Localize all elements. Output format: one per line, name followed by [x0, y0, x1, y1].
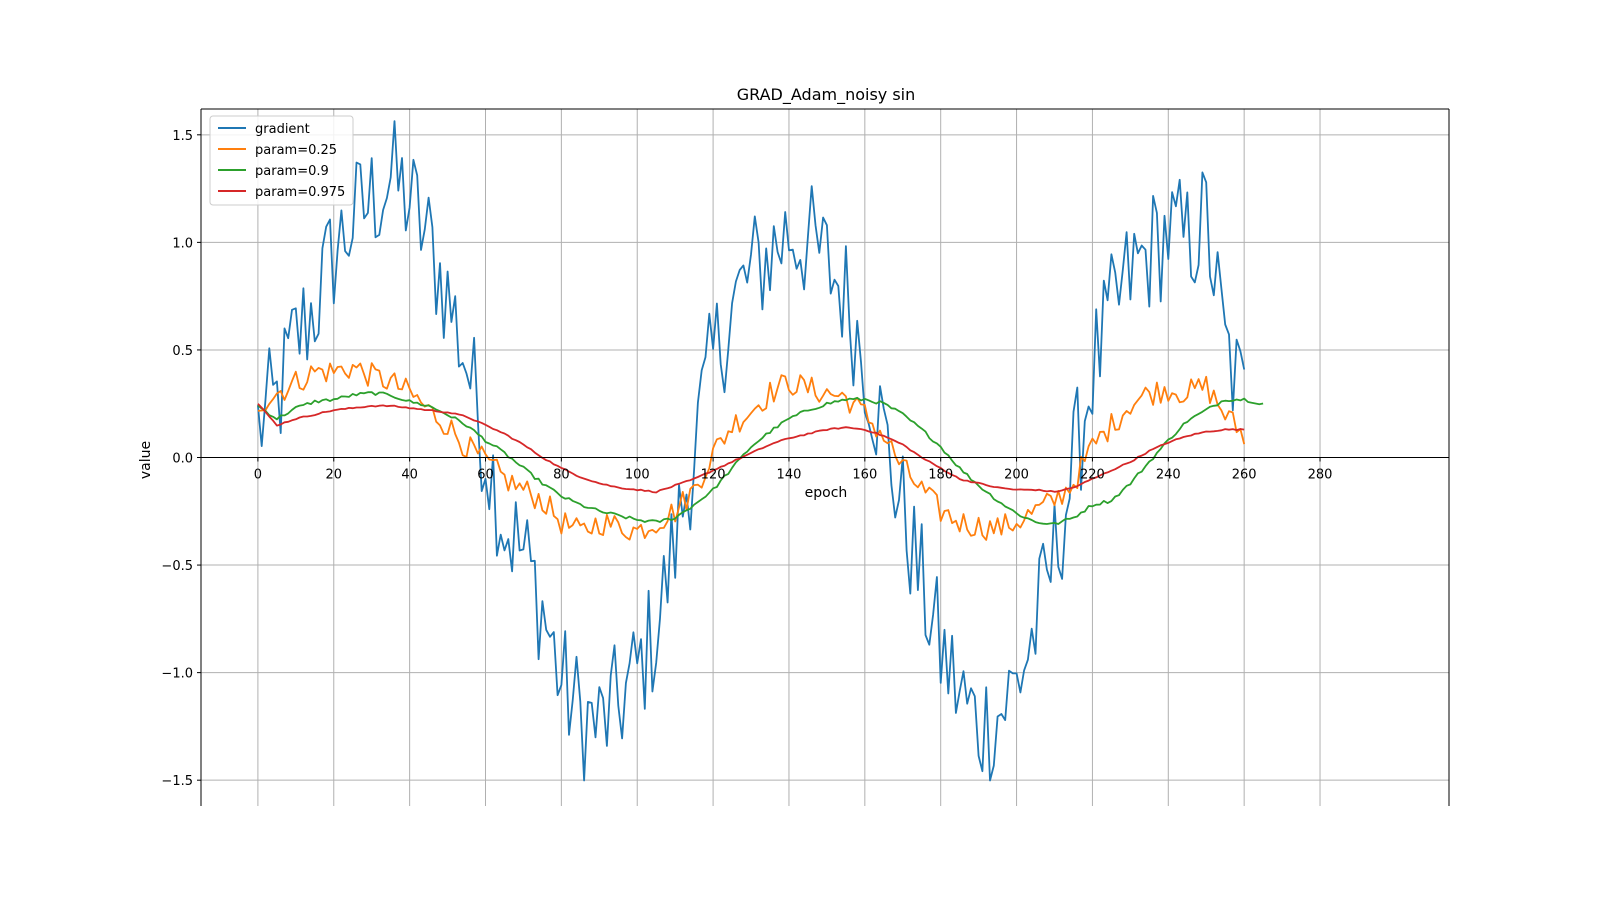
- x-tick-label: 20: [325, 468, 342, 483]
- y-tick-label: −1.0: [161, 667, 193, 682]
- legend-label-gradient: gradient: [255, 122, 310, 137]
- series-line-param-0-975: [257, 403, 1245, 494]
- y-tick-label: −1.5: [161, 774, 193, 789]
- y-tick-label: 0.0: [172, 452, 193, 467]
- y-axis-title: value: [138, 441, 154, 479]
- x-tick-label: 180: [928, 468, 953, 483]
- y-tick-label: 0.5: [172, 344, 193, 359]
- x-axis-title: epoch: [805, 485, 848, 501]
- x-tick-label: 60: [477, 468, 494, 483]
- x-tick-label: 40: [401, 468, 418, 483]
- series-line-param-0-25: [257, 362, 1246, 541]
- legend: gradient param=0.25 param=0.9 param=0.975: [209, 115, 354, 206]
- x-tick-label: 240: [1156, 468, 1181, 483]
- chart-title: GRAD_Adam_noisy sin: [737, 85, 916, 105]
- x-tick-label: 120: [701, 468, 726, 483]
- legend-label-param-0-975: param=0.975: [255, 185, 345, 200]
- x-tick-label: 80: [553, 468, 570, 483]
- x-tick-label: 0: [254, 468, 262, 483]
- x-tick-label: 220: [1080, 468, 1105, 483]
- y-tick-label: 1.0: [172, 236, 193, 251]
- x-tick-label: 140: [777, 468, 802, 483]
- x-tick-label: 160: [852, 468, 877, 483]
- series-line-gradient: [257, 120, 1246, 782]
- x-tick-label: 200: [1004, 468, 1029, 483]
- legend-box: [209, 115, 354, 206]
- series-lines: [257, 120, 1264, 782]
- x-tick-label: 260: [1232, 468, 1257, 483]
- x-tick-label: 280: [1308, 468, 1333, 483]
- y-tick-labels: −1.5 −1.0 −0.5 0.0 0.5 1.0 1.5: [161, 129, 201, 789]
- x-tick-label: 100: [625, 468, 650, 483]
- y-tick-label: 1.5: [172, 129, 193, 144]
- legend-label-param-0-9: param=0.9: [255, 164, 329, 179]
- y-tick-label: −0.5: [161, 559, 193, 574]
- legend-label-param-0-25: param=0.25: [255, 143, 337, 158]
- x-tick-labels: 0 20 40 60 80 100 120 140 160 180 200 220 240 260 280: [254, 457, 1333, 483]
- series-line-param-0-9: [257, 391, 1264, 525]
